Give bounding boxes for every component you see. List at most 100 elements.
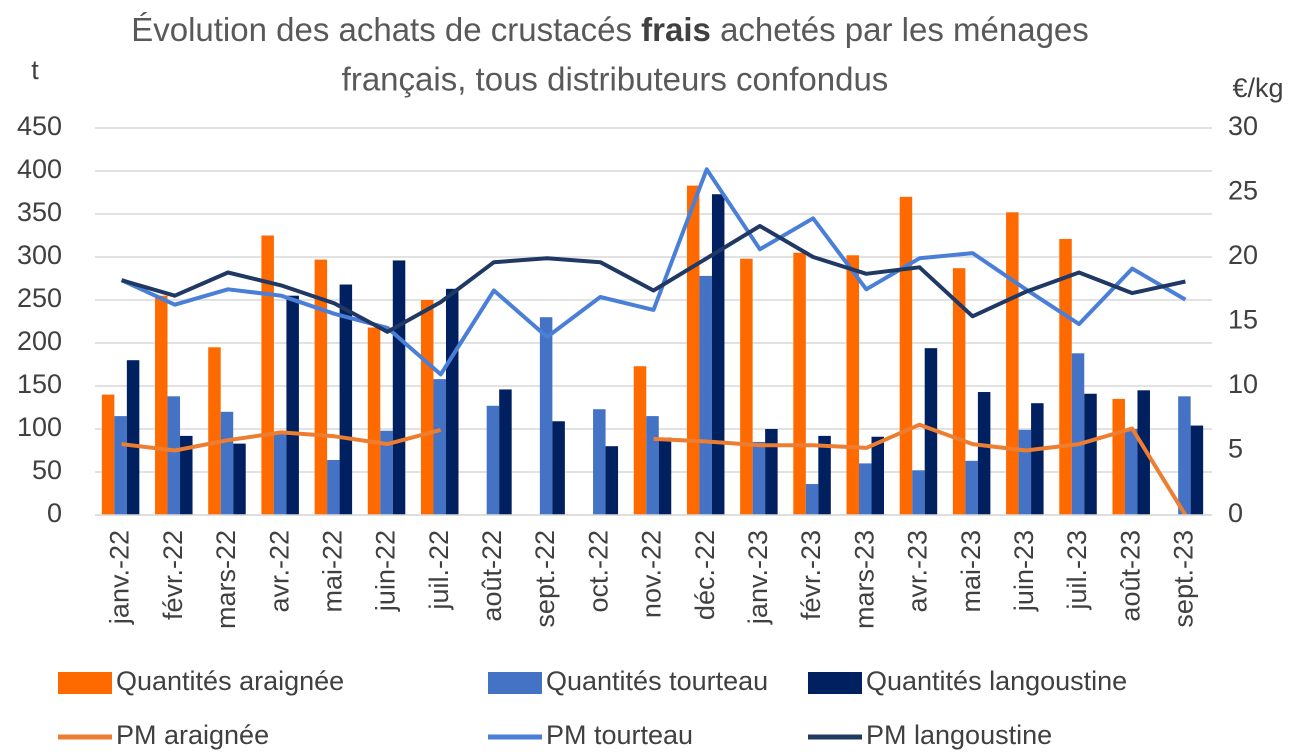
bar xyxy=(180,435,193,515)
legend-swatch xyxy=(488,672,542,694)
bar xyxy=(1018,429,1032,515)
bar xyxy=(261,235,274,515)
line xyxy=(121,224,1186,334)
y2-axis-label: €/kg xyxy=(1232,73,1283,103)
x-tick-label: déc.-22 xyxy=(690,530,720,620)
bar xyxy=(952,268,966,515)
bar xyxy=(752,441,766,515)
y-tick-label: 400 xyxy=(17,154,62,184)
y-tick-label: 450 xyxy=(17,111,62,141)
bar xyxy=(1190,425,1204,515)
y-axis-label: t xyxy=(31,55,39,85)
legend-label: Quantités araignée xyxy=(116,666,344,696)
x-tick-label: sept.-22 xyxy=(530,530,560,628)
bar xyxy=(793,252,806,515)
y-tick-label: 350 xyxy=(17,197,62,227)
y2-tick-label: 30 xyxy=(1228,111,1258,141)
x-tick-label: juin-23 xyxy=(1009,530,1039,612)
bar xyxy=(380,430,393,515)
legend-label: PM langoustine xyxy=(866,720,1052,750)
bar xyxy=(605,446,619,515)
bar xyxy=(1031,403,1044,515)
bar xyxy=(101,394,115,515)
bar xyxy=(711,194,725,515)
legend-item: PM langoustine xyxy=(808,720,1052,750)
x-tick-label: avr.-22 xyxy=(264,530,294,613)
legend-swatch xyxy=(58,672,112,694)
bar xyxy=(1178,396,1191,515)
x-tick-label: avr.-23 xyxy=(903,530,933,613)
bar xyxy=(392,260,406,515)
bar xyxy=(339,284,353,515)
title-part: achetés par les ménages xyxy=(720,11,1089,48)
y2-tick-label: 0 xyxy=(1228,498,1243,528)
y-tick-label: 50 xyxy=(32,455,62,485)
bar xyxy=(167,396,181,515)
bar xyxy=(633,366,647,515)
bar xyxy=(499,389,512,515)
bar xyxy=(433,379,446,515)
bar xyxy=(977,392,991,515)
legend-label: Quantités tourteau xyxy=(546,666,768,696)
bar xyxy=(740,258,753,515)
bar xyxy=(593,409,606,515)
bar xyxy=(846,255,860,515)
x-tick-label: juin-22 xyxy=(371,530,401,612)
x-tick-label: août-23 xyxy=(1115,530,1145,622)
bar xyxy=(367,327,381,515)
x-tick-label: juil.-23 xyxy=(1062,530,1092,611)
x-tick-label: mars-22 xyxy=(211,530,241,629)
bar xyxy=(114,416,127,515)
y2-tick-label: 10 xyxy=(1228,369,1258,399)
bar xyxy=(126,360,140,515)
bar xyxy=(1124,429,1138,515)
bar xyxy=(420,300,434,515)
x-tick-label: févr.-23 xyxy=(796,530,826,620)
x-tick-label: janv.-23 xyxy=(743,530,773,625)
y-tick-label: 150 xyxy=(17,369,62,399)
bar xyxy=(871,436,885,515)
x-tick-label: janv.-22 xyxy=(105,530,135,625)
bar xyxy=(286,295,299,515)
y-tick-label: 0 xyxy=(47,498,62,528)
title-part: Évolution des achats de crustacés xyxy=(131,11,632,48)
legend-label: PM araignée xyxy=(116,720,269,750)
legend-item: PM araignée xyxy=(58,720,269,750)
bar xyxy=(912,470,925,515)
bar xyxy=(1112,398,1125,515)
line xyxy=(120,167,1187,377)
bar xyxy=(220,411,234,515)
bar xyxy=(899,196,913,516)
bar xyxy=(486,405,500,515)
x-tick-label: sept.-23 xyxy=(1169,530,1199,628)
x-tick-label: févr.-22 xyxy=(158,530,188,620)
y2-tick-label: 5 xyxy=(1228,434,1243,464)
x-tick-label: mai-22 xyxy=(317,530,347,613)
bar xyxy=(1071,353,1085,515)
bar xyxy=(314,259,328,515)
bar xyxy=(818,435,831,515)
legend-item: Quantités tourteau xyxy=(488,666,768,696)
legend-item: PM tourteau xyxy=(488,720,693,750)
x-tick-label: oct.-22 xyxy=(583,530,613,613)
legend-swatch xyxy=(808,672,862,694)
y-tick-label: 100 xyxy=(17,412,62,442)
chart-title: français, tous distributeurs confondus xyxy=(342,61,889,98)
bar xyxy=(1137,390,1150,515)
x-tick-label: nov.-22 xyxy=(637,530,667,618)
bar xyxy=(1006,212,1019,515)
bar xyxy=(965,460,978,515)
y2-tick-label: 20 xyxy=(1228,240,1258,270)
bar xyxy=(699,275,712,515)
bar xyxy=(208,347,221,515)
x-tick-label: août-22 xyxy=(477,530,507,622)
bar xyxy=(805,484,819,515)
bar xyxy=(924,348,938,515)
legend-item: Quantités araignée xyxy=(58,666,344,696)
y-tick-label: 300 xyxy=(17,240,62,270)
bar xyxy=(658,437,672,515)
line xyxy=(121,422,1188,517)
title-part: frais xyxy=(641,11,711,48)
bar xyxy=(327,459,340,515)
